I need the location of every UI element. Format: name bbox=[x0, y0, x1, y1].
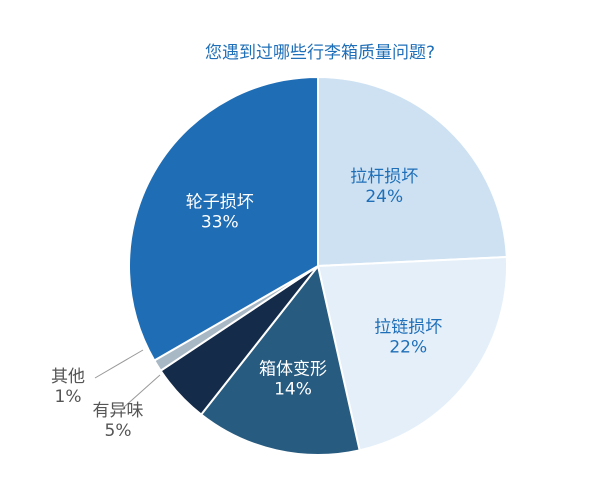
slice-label: 拉杆损坏 bbox=[350, 167, 418, 187]
pie-slice bbox=[317, 75, 508, 268]
slice-label: 拉链损坏 bbox=[374, 318, 442, 338]
pie-slice bbox=[316, 255, 508, 452]
slice-value-label: 14% bbox=[274, 380, 312, 400]
slice-label: 箱体变形 bbox=[259, 360, 327, 380]
pie-slice bbox=[128, 75, 319, 362]
pie-slice bbox=[199, 263, 361, 456]
leader-line bbox=[94, 349, 144, 379]
slice-value-label: 33% bbox=[201, 212, 239, 232]
slice-label: 有异味 bbox=[93, 401, 144, 421]
slice-value-label: 5% bbox=[105, 421, 132, 441]
slice-label: 其他 bbox=[51, 367, 85, 387]
slice-value-label: 24% bbox=[365, 187, 403, 207]
slice-value-label: 22% bbox=[389, 338, 427, 358]
leader-line bbox=[122, 374, 161, 409]
slice-value-label: 1% bbox=[55, 387, 82, 407]
chart-title: 您遇到过哪些行李箱质量问题? bbox=[204, 43, 436, 63]
slice-label: 轮子损坏 bbox=[186, 192, 254, 212]
